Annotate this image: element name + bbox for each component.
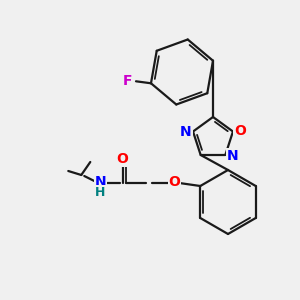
Text: N: N: [226, 149, 238, 163]
Text: O: O: [116, 152, 128, 166]
Text: H: H: [95, 185, 106, 199]
Text: N: N: [180, 124, 192, 139]
Text: O: O: [168, 175, 180, 189]
Text: N: N: [94, 175, 106, 189]
Text: O: O: [234, 124, 246, 137]
Text: F: F: [123, 74, 133, 88]
